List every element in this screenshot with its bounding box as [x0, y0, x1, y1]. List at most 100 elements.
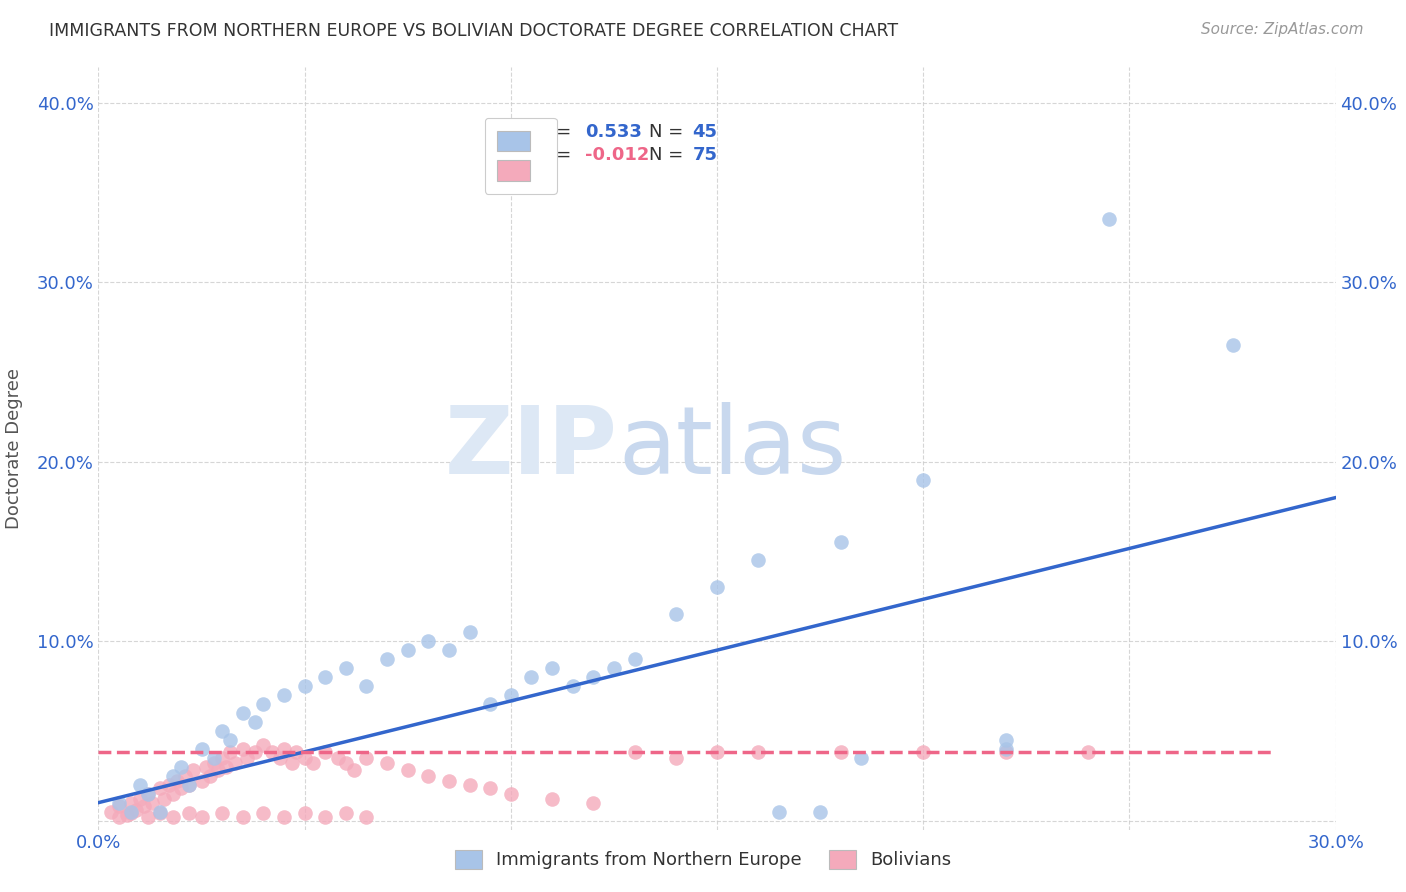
Point — [232, 741, 254, 756]
Point — [994, 732, 1017, 747]
Point — [1077, 745, 1099, 759]
Point — [141, 796, 163, 810]
Point — [335, 661, 357, 675]
Point — [207, 764, 229, 778]
Point — [252, 697, 274, 711]
Point — [157, 778, 180, 792]
Point — [285, 745, 308, 759]
Point — [166, 774, 188, 789]
Point — [458, 625, 481, 640]
Text: Source: ZipAtlas.com: Source: ZipAtlas.com — [1201, 22, 1364, 37]
Point — [437, 643, 460, 657]
Text: atlas: atlas — [619, 402, 846, 494]
Y-axis label: Doctorate Degree: Doctorate Degree — [4, 368, 22, 529]
Point — [174, 769, 197, 783]
Point — [314, 745, 336, 759]
Point — [356, 810, 378, 824]
Point — [294, 751, 316, 765]
Point — [252, 806, 274, 821]
Point — [108, 796, 131, 810]
Point — [162, 810, 184, 824]
Point — [912, 745, 935, 759]
Point — [314, 670, 336, 684]
Point — [120, 805, 142, 819]
Point — [117, 808, 139, 822]
Point — [243, 745, 266, 759]
Point — [136, 787, 159, 801]
Point — [232, 706, 254, 720]
Point — [499, 688, 522, 702]
Point — [561, 679, 583, 693]
Text: R =: R = — [537, 145, 576, 163]
Point — [851, 751, 873, 765]
Point — [768, 805, 790, 819]
Point — [375, 652, 398, 666]
Point — [211, 751, 233, 765]
Point — [219, 745, 242, 759]
Point — [202, 751, 225, 765]
Point — [479, 697, 502, 711]
Point — [326, 751, 349, 765]
Point — [149, 781, 172, 796]
Point — [665, 751, 688, 765]
Legend: Immigrants from Northern Europe, Bolivians: Immigrants from Northern Europe, Bolivia… — [446, 841, 960, 879]
Point — [179, 778, 201, 792]
Point — [808, 805, 831, 819]
Point — [149, 806, 172, 821]
Point — [269, 751, 291, 765]
Text: 75: 75 — [692, 145, 717, 163]
Point — [211, 723, 233, 738]
Point — [994, 741, 1017, 756]
Point — [219, 732, 242, 747]
Point — [1098, 212, 1121, 227]
Point — [202, 756, 225, 771]
Point — [912, 473, 935, 487]
Point — [603, 661, 626, 675]
Point — [211, 806, 233, 821]
Text: R =: R = — [537, 123, 576, 141]
Point — [124, 803, 146, 817]
Point — [273, 688, 295, 702]
Point — [170, 781, 193, 796]
Point — [437, 774, 460, 789]
Point — [236, 751, 259, 765]
Point — [224, 756, 246, 771]
Legend: , : , — [485, 118, 557, 194]
Point — [582, 796, 605, 810]
Point — [479, 781, 502, 796]
Point — [128, 792, 150, 806]
Point — [190, 774, 212, 789]
Point — [153, 792, 176, 806]
Point — [215, 760, 238, 774]
Point — [747, 553, 769, 567]
Point — [179, 778, 201, 792]
Point — [232, 810, 254, 824]
Point — [582, 670, 605, 684]
Text: N =: N = — [650, 123, 689, 141]
Point — [149, 805, 172, 819]
Text: N =: N = — [650, 145, 689, 163]
Point — [100, 805, 122, 819]
Point — [623, 745, 645, 759]
Point — [541, 792, 564, 806]
Point — [198, 769, 221, 783]
Text: IMMIGRANTS FROM NORTHERN EUROPE VS BOLIVIAN DOCTORATE DEGREE CORRELATION CHART: IMMIGRANTS FROM NORTHERN EUROPE VS BOLIV… — [49, 22, 898, 40]
Point — [314, 810, 336, 824]
Text: 0.533: 0.533 — [585, 123, 641, 141]
Point — [706, 745, 728, 759]
Point — [520, 670, 543, 684]
Point — [194, 760, 217, 774]
Point — [458, 778, 481, 792]
Point — [128, 778, 150, 792]
Point — [190, 810, 212, 824]
Point — [499, 787, 522, 801]
Point — [294, 679, 316, 693]
Point — [343, 764, 366, 778]
Point — [108, 810, 131, 824]
Point — [830, 535, 852, 549]
Point — [356, 679, 378, 693]
Point — [170, 760, 193, 774]
Point — [830, 745, 852, 759]
Point — [243, 714, 266, 729]
Point — [747, 745, 769, 759]
